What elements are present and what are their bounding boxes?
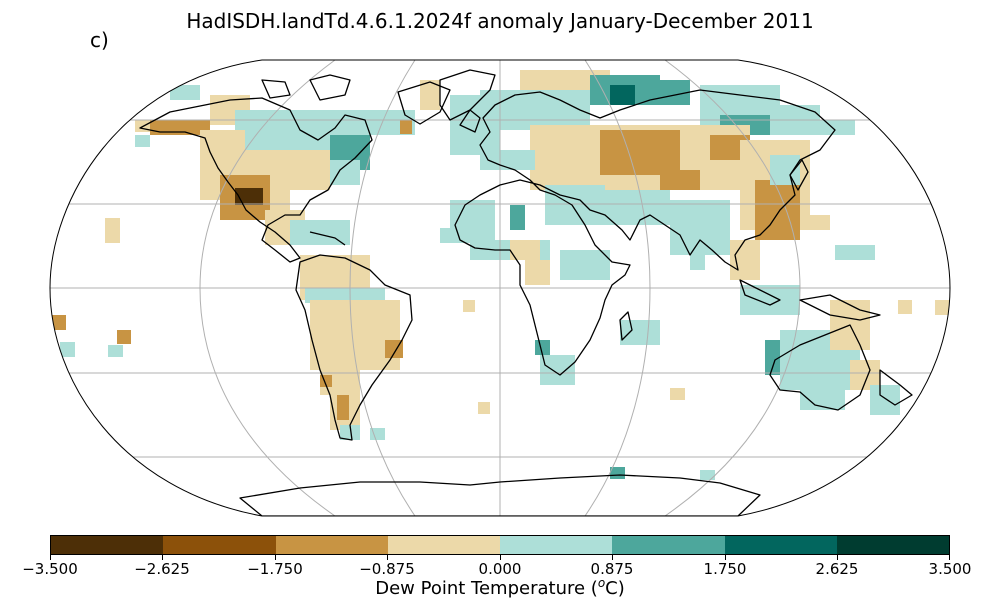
colorbar-tick-label: −0.875 (359, 560, 415, 578)
colorbar-label-suffix: C) (605, 578, 625, 599)
colorbar (50, 535, 950, 555)
map-title: HadISDH.landTd.4.6.1.2024f anomaly Janua… (186, 9, 814, 33)
colorbar-tick-label: 0.875 (590, 560, 634, 578)
panel-label: c) (90, 28, 109, 52)
colorbar-label-unit-sup: o (597, 576, 606, 590)
colorbar-tick-label: 2.625 (815, 560, 859, 578)
coastlines (139, 69, 913, 516)
colorbar-ticks (50, 555, 950, 561)
colorbar-tick-label: 3.500 (928, 560, 972, 578)
colorbar-tick (837, 555, 838, 560)
colorbar-bin (163, 536, 276, 554)
colorbar-tick (275, 555, 276, 560)
colorbar-tick-label: −2.625 (134, 560, 190, 578)
colorbar-tick (387, 555, 388, 560)
colorbar-bin (387, 536, 500, 554)
colorbar-tick-label: −1.750 (247, 560, 303, 578)
colorbar-label: Dew Point Temperature (oC) (0, 576, 1000, 599)
anomaly-cells (52, 70, 950, 480)
colorbar-tick-label: 0.000 (478, 560, 522, 578)
colorbar-tick (162, 555, 163, 560)
colorbar-tick-label: −3.500 (22, 560, 78, 578)
colorbar-bin (500, 536, 613, 554)
colorbar-bin (724, 536, 837, 554)
colorbar-label-prefix: Dew Point Temperature ( (375, 578, 598, 599)
colorbar-bin (612, 536, 725, 554)
colorbar-bin (51, 536, 164, 554)
globe-outline (49, 59, 951, 517)
colorbar-tick (500, 555, 501, 560)
colorbar-tick-label: 1.750 (703, 560, 747, 578)
colorbar-bin (275, 536, 388, 554)
colorbar-tick (612, 555, 613, 560)
world-map (49, 59, 951, 517)
graticule (50, 60, 950, 516)
colorbar-tick (50, 555, 51, 560)
colorbar-tick (725, 555, 726, 560)
colorbar-tick (949, 555, 950, 560)
colorbar-bin (836, 536, 949, 554)
